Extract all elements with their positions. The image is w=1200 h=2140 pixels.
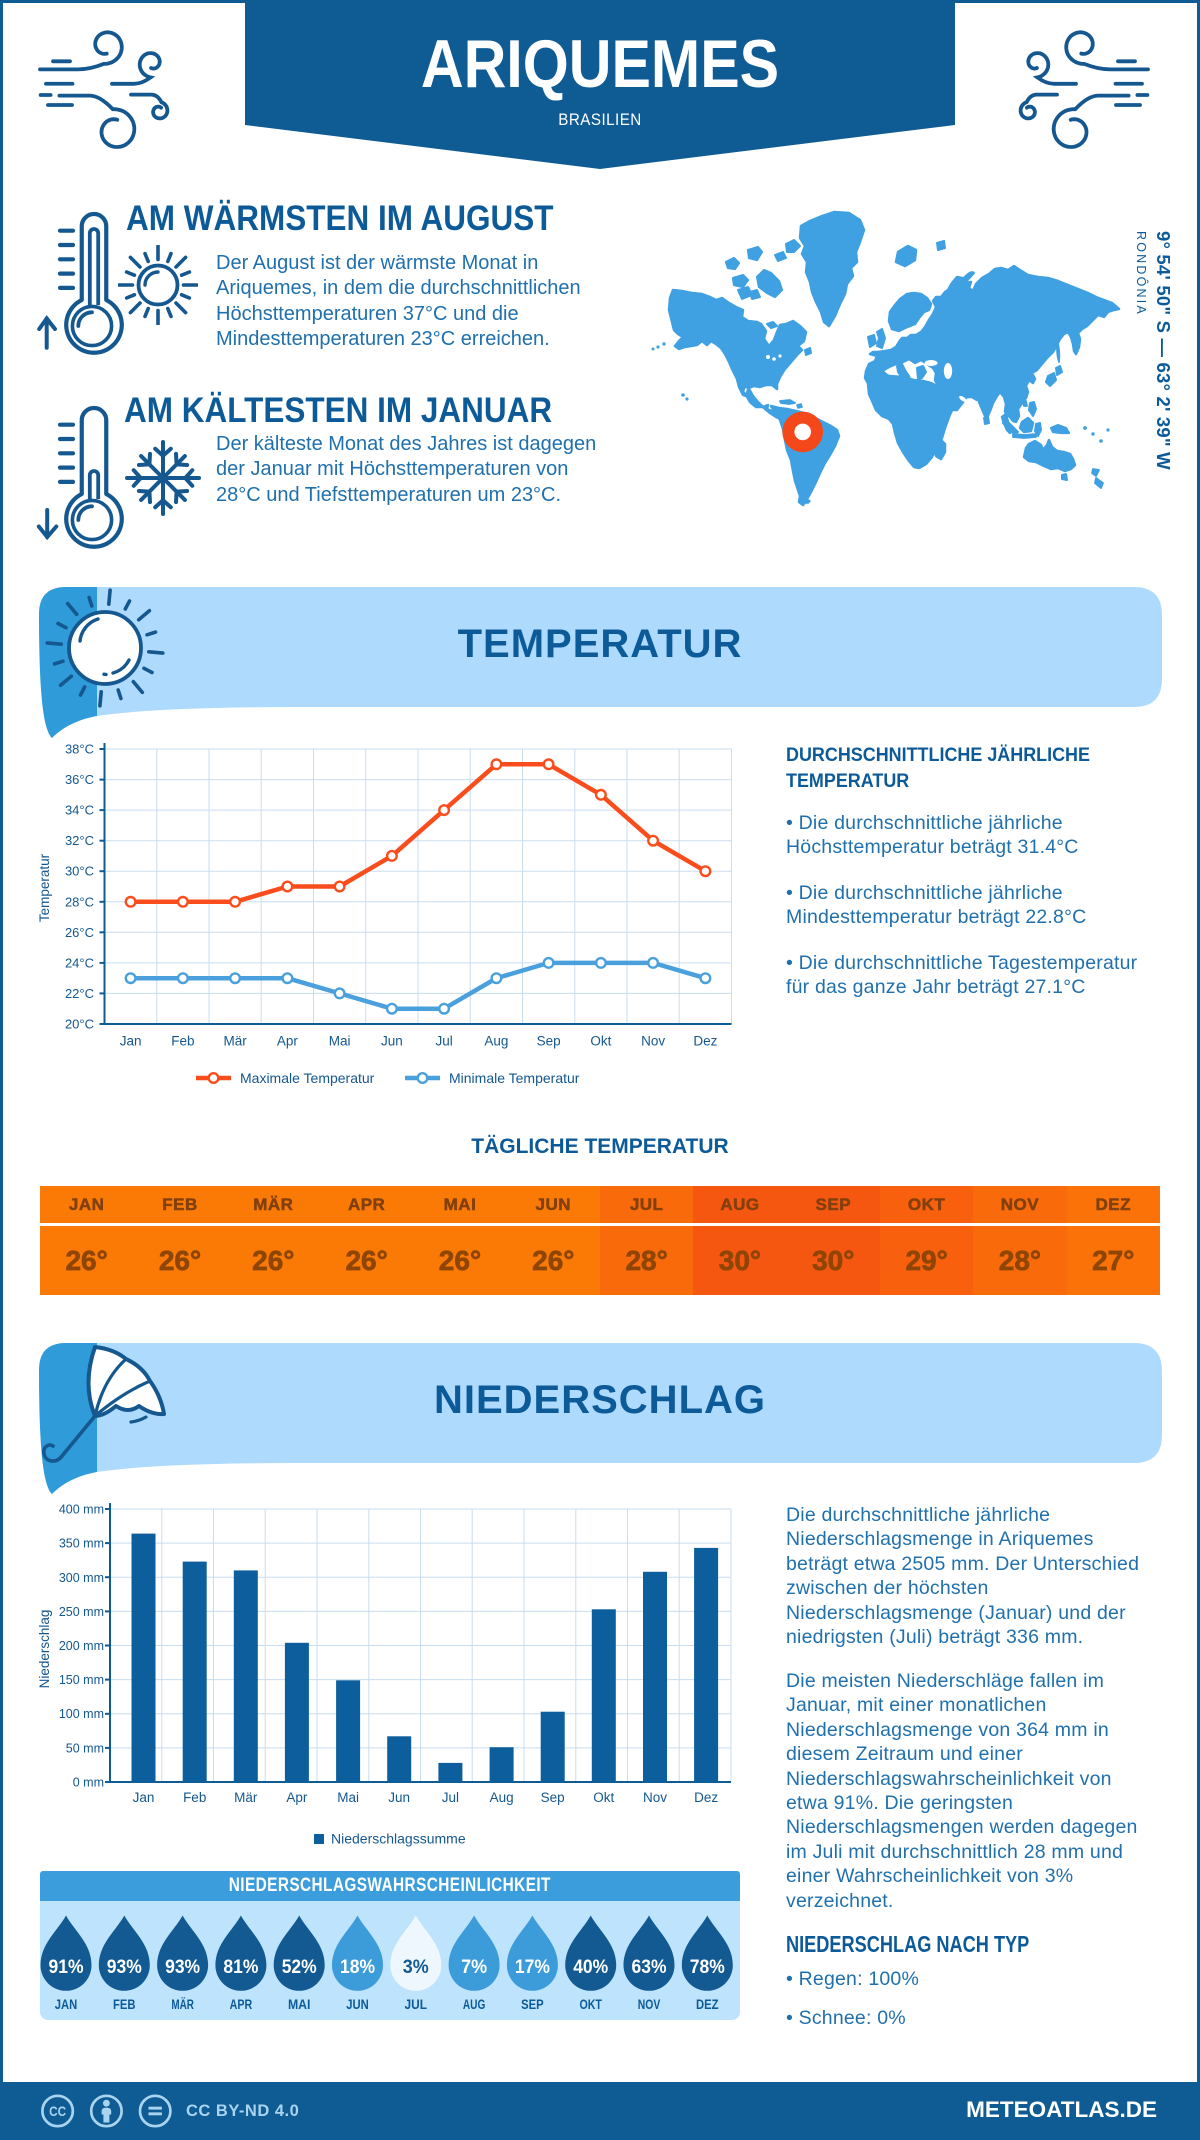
svg-text:200 mm: 200 mm [59,1639,104,1653]
svg-text:20°C: 20°C [65,1017,94,1032]
svg-text:Feb: Feb [171,1034,194,1049]
svg-text:78%: 78% [690,1957,725,1978]
svg-text:34°C: 34°C [65,803,94,818]
svg-text:FEB: FEB [113,1997,136,2012]
svg-text:81%: 81% [223,1957,258,1978]
svg-text:36°C: 36°C [65,772,94,787]
svg-text:93%: 93% [165,1957,200,1978]
svg-text:Niederschlagssumme: Niederschlagssumme [331,1831,466,1847]
svg-text:40%: 40% [573,1957,608,1978]
svg-text:100 mm: 100 mm [59,1707,104,1721]
svg-text:Aug: Aug [484,1034,508,1049]
svg-text:Mär: Mär [234,1790,258,1805]
svg-text:Minimale Temperatur: Minimale Temperatur [449,1070,580,1086]
svg-text:30°C: 30°C [65,864,94,879]
svg-text:Sep: Sep [541,1790,565,1805]
svg-text:400 mm: 400 mm [59,1503,104,1517]
svg-text:Okt: Okt [593,1790,614,1805]
svg-text:Mai: Mai [337,1790,359,1805]
svg-text:Nov: Nov [643,1790,667,1805]
svg-text:Apr: Apr [286,1790,308,1805]
svg-text:250 mm: 250 mm [59,1605,104,1619]
svg-text:32°C: 32°C [65,833,94,848]
svg-text:OKT: OKT [579,1997,602,2012]
svg-text:Apr: Apr [277,1034,299,1049]
svg-text:91%: 91% [49,1957,84,1978]
svg-text:CC: CC [49,2104,66,2119]
svg-text:150 mm: 150 mm [59,1673,104,1687]
svg-text:DEZ: DEZ [696,1997,719,2012]
svg-text:63%: 63% [632,1957,667,1978]
svg-text:Mär: Mär [223,1034,247,1049]
svg-text:0 mm: 0 mm [73,1776,104,1790]
svg-text:Dez: Dez [693,1034,717,1049]
svg-text:Aug: Aug [490,1790,514,1805]
svg-text:Mai: Mai [329,1034,351,1049]
svg-text:3%: 3% [403,1957,429,1978]
svg-text:Maximale Temperatur: Maximale Temperatur [240,1070,375,1086]
svg-text:Okt: Okt [590,1034,611,1049]
svg-text:Feb: Feb [183,1790,206,1805]
svg-text:Jan: Jan [133,1790,155,1805]
svg-text:Jun: Jun [381,1034,403,1049]
svg-text:26°C: 26°C [65,925,94,940]
svg-text:28°C: 28°C [65,894,94,909]
svg-text:NOV: NOV [638,1997,661,2012]
svg-text:Nov: Nov [641,1034,665,1049]
svg-text:38°C: 38°C [65,742,94,757]
svg-text:Jul: Jul [435,1034,452,1049]
svg-text:JUN: JUN [346,1997,369,2012]
svg-text:MAI: MAI [288,1997,311,2012]
svg-text:93%: 93% [107,1957,142,1978]
svg-text:APR: APR [230,1997,253,2012]
svg-text:18%: 18% [340,1957,375,1978]
svg-text:JUL: JUL [405,1997,428,2012]
svg-text:24°C: 24°C [65,955,94,970]
svg-text:SEP: SEP [521,1997,544,2012]
svg-text:7%: 7% [461,1957,487,1978]
svg-text:Temperatur: Temperatur [37,853,52,922]
svg-text:Jun: Jun [388,1790,410,1805]
svg-text:MÄR: MÄR [171,1997,194,2012]
svg-text:Jan: Jan [120,1034,142,1049]
svg-text:Sep: Sep [537,1034,561,1049]
svg-text:50 mm: 50 mm [66,1741,104,1755]
svg-text:Dez: Dez [694,1790,718,1805]
svg-text:JAN: JAN [55,1997,78,2012]
svg-text:Jul: Jul [442,1790,459,1805]
svg-text:17%: 17% [515,1957,550,1978]
svg-text:22°C: 22°C [65,986,94,1001]
svg-text:300 mm: 300 mm [59,1571,104,1585]
svg-text:350 mm: 350 mm [59,1537,104,1551]
svg-text:Niederschlag: Niederschlag [37,1610,52,1689]
svg-text:52%: 52% [282,1957,317,1978]
svg-text:AUG: AUG [463,1997,486,2012]
